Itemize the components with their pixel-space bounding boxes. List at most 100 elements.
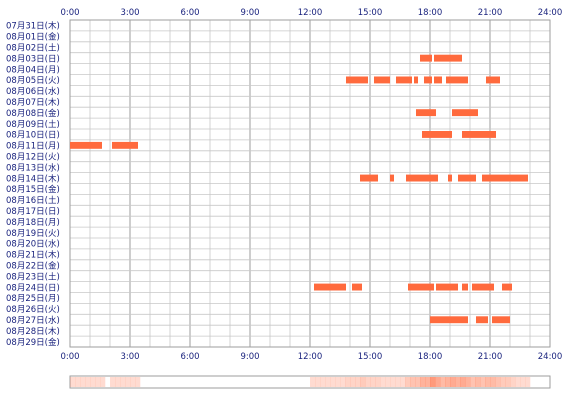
activity-bar bbox=[476, 316, 488, 324]
summary-density-cell bbox=[365, 377, 371, 387]
summary-density-cell bbox=[510, 377, 516, 387]
date-row-label: 08月12日(火) bbox=[6, 153, 60, 163]
activity-bar bbox=[462, 131, 496, 138]
activity-bar bbox=[352, 283, 362, 291]
summary-density-cell bbox=[525, 377, 531, 387]
x-tick-label-top: 24:00 bbox=[538, 8, 563, 18]
date-row-label: 08月10日(日) bbox=[6, 131, 60, 141]
summary-density-cell bbox=[130, 377, 136, 387]
activity-bar bbox=[458, 174, 476, 182]
activity-bar bbox=[374, 76, 390, 84]
summary-density-cell bbox=[495, 377, 501, 387]
activity-bar bbox=[414, 76, 418, 84]
date-row-label: 08月08日(金) bbox=[6, 108, 60, 119]
plot-border bbox=[69, 19, 551, 348]
summary-density-cell bbox=[420, 377, 426, 387]
summary-density-cell bbox=[470, 377, 476, 387]
date-row-label: 08月17日(日) bbox=[6, 207, 60, 217]
date-row-label: 08月20日(水) bbox=[6, 239, 60, 250]
activity-bar bbox=[390, 174, 394, 182]
activity-bar bbox=[406, 174, 438, 182]
activity-bar bbox=[112, 141, 138, 149]
x-tick-label-top: 12:00 bbox=[298, 8, 323, 18]
date-row-label: 08月27日(水) bbox=[6, 315, 60, 326]
summary-density-cell bbox=[80, 377, 86, 387]
summary-density-cell bbox=[115, 377, 121, 387]
summary-density-cell bbox=[485, 377, 491, 387]
activity-bar bbox=[408, 283, 434, 291]
summary-density-cell bbox=[355, 377, 361, 387]
x-tick-label-top: 9:00 bbox=[240, 8, 259, 18]
summary-density-cell bbox=[120, 377, 126, 387]
date-row-label: 08月22日(金) bbox=[6, 261, 60, 272]
summary-density-cell bbox=[125, 377, 131, 387]
summary-density-cell bbox=[315, 377, 321, 387]
x-tick-label-bottom: 6:00 bbox=[180, 352, 199, 362]
summary-density-cell bbox=[335, 377, 341, 387]
summary-density-cell bbox=[110, 377, 116, 387]
activity-bar bbox=[482, 174, 528, 182]
summary-density-cell bbox=[505, 377, 511, 387]
summary-density-cell bbox=[375, 377, 381, 387]
date-row-label: 08月11日(月) bbox=[6, 142, 60, 152]
summary-density-cell bbox=[360, 377, 366, 387]
x-tick-label-bottom: 3:00 bbox=[120, 352, 139, 362]
x-tick-label-top: 6:00 bbox=[180, 8, 199, 18]
activity-bar bbox=[434, 54, 462, 62]
summary-density-cell bbox=[455, 377, 461, 387]
activity-bar bbox=[492, 316, 510, 324]
x-tick-label-top: 21:00 bbox=[478, 8, 503, 18]
summary-density-cell bbox=[330, 377, 336, 387]
summary-strip bbox=[69, 375, 551, 389]
summary-density-cell bbox=[475, 377, 481, 387]
date-row-label: 08月25日(月) bbox=[6, 294, 60, 304]
activity-bar bbox=[396, 76, 412, 84]
date-row-label: 08月24日(日) bbox=[6, 283, 60, 293]
summary-density-cell bbox=[395, 377, 401, 387]
activity-bar bbox=[502, 283, 512, 291]
summary-density-cell bbox=[370, 377, 376, 387]
summary-density-cell bbox=[410, 377, 416, 387]
activity-bar bbox=[448, 174, 452, 182]
x-axis-ticks: 0:00 0:00 3:00 3:00 6:00 6:00 9:00 9:00 12:00 12:… bbox=[60, 8, 562, 362]
summary-density-cell bbox=[325, 377, 331, 387]
x-tick-label-top: 15:00 bbox=[358, 8, 383, 18]
summary-density-cell bbox=[95, 377, 101, 387]
summary-density-cell bbox=[465, 377, 471, 387]
activity-bar bbox=[472, 283, 494, 291]
summary-density-cell bbox=[430, 377, 436, 387]
date-row-label: 08月05日(火) bbox=[6, 76, 60, 86]
date-row-label: 08月23日(土) bbox=[6, 271, 60, 282]
date-row-label: 08月21日(木) bbox=[6, 250, 60, 261]
date-row-label: 08月13日(水) bbox=[6, 162, 60, 173]
date-row-label: 07月31日(木) bbox=[6, 21, 60, 32]
summary-density-cell bbox=[340, 377, 346, 387]
summary-density-cell bbox=[405, 377, 411, 387]
date-row-label: 08月15日(金) bbox=[6, 184, 60, 195]
summary-density-cell bbox=[70, 377, 76, 387]
date-row-label: 08月03日(日) bbox=[6, 54, 60, 64]
summary-density-cell bbox=[75, 377, 81, 387]
activity-bar bbox=[424, 76, 432, 84]
summary-density-cell bbox=[345, 377, 351, 387]
date-row-label: 08月28日(木) bbox=[6, 326, 60, 337]
summary-density-cell bbox=[415, 377, 421, 387]
summary-density-cell bbox=[520, 377, 526, 387]
summary-density-cell bbox=[385, 377, 391, 387]
date-row-label: 08月29日(金) bbox=[6, 337, 60, 348]
x-tick-label-top: 3:00 bbox=[120, 8, 139, 18]
summary-density-cell bbox=[380, 377, 386, 387]
date-row-label: 08月04日(月) bbox=[6, 65, 60, 75]
activity-bar bbox=[360, 174, 378, 182]
x-tick-label-bottom: 0:00 bbox=[60, 352, 79, 362]
activity-bar bbox=[346, 76, 368, 84]
date-row-labels: 07月31日(木)08月01日(金)08月02日(土)08月03日(日)08月0… bbox=[6, 21, 60, 348]
summary-density-cell bbox=[310, 377, 316, 387]
date-row-label: 08月02日(土) bbox=[6, 43, 60, 54]
date-row-label: 08月07日(木) bbox=[6, 97, 60, 108]
x-tick-label-bottom: 12:00 bbox=[298, 352, 323, 362]
summary-density-cell bbox=[445, 377, 451, 387]
activity-bars bbox=[70, 54, 528, 324]
summary-density-cell bbox=[440, 377, 446, 387]
